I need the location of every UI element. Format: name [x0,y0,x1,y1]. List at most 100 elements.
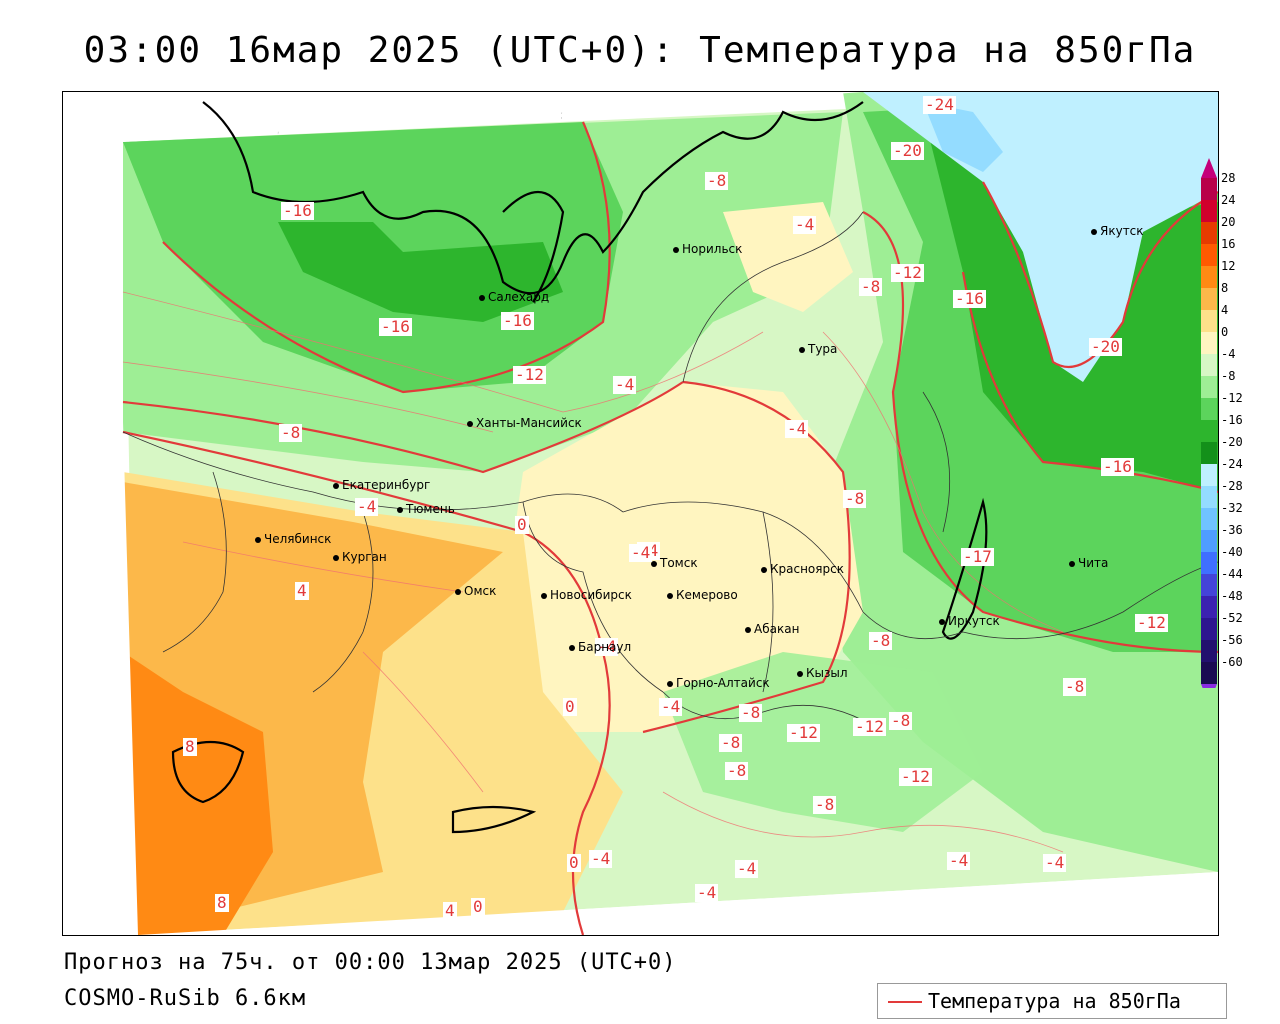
isotherm-label: -20 [891,141,924,160]
scale-tick-label: 8 [1221,281,1229,295]
scale-swatch [1201,442,1217,464]
isotherm-label: 0 [563,697,577,716]
city-name: Норильск [682,242,743,256]
isotherm-label: -16 [953,289,986,308]
city-marker: Кызыл [797,666,848,680]
city-name: Якутск [1100,224,1144,238]
scale-swatch [1201,486,1217,508]
city-marker: Ханты-Мансийск [467,416,582,430]
city-marker: Екатеринбург [333,478,430,492]
city-name: Горно-Алтайск [676,676,770,690]
isotherm-label: -8 [719,733,743,752]
city-marker: Горно-Алтайск [667,676,770,690]
city-marker: Салехард [479,290,549,304]
isotherm-label: 8 [183,737,197,756]
scale-swatch [1201,200,1217,222]
zone-green-16 [278,222,563,322]
scale-swatch [1201,662,1217,684]
isotherm-label: -24 [923,95,956,114]
scale-swatch [1201,178,1217,200]
city-dot [939,618,945,625]
zone-yellow-0 [503,382,863,732]
city-marker: Тюмень [397,502,455,516]
scale-tick-label: -12 [1221,391,1243,405]
city-dot [467,420,473,427]
temperature-map: -24 -20 -16 -8 -4 -12 -8 -16 -16 -16 -20… [62,91,1219,936]
scale-swatch [1201,266,1217,288]
color-scale-bar [1201,158,1217,704]
city-dot [667,592,673,599]
city-marker: Курган [333,550,387,564]
scale-swatch [1201,332,1217,354]
city-dot [397,506,403,513]
scale-tick-label: -52 [1221,611,1243,625]
city-marker: Кемерово [667,588,738,602]
city-name: Новосибирск [550,588,632,602]
isotherm-label: -4 [695,883,719,902]
isotherm-label: -4 [793,215,817,234]
city-marker: Чита [1069,556,1108,570]
scale-tick-label: -36 [1221,523,1243,537]
scale-tick-label: 0 [1221,325,1229,339]
scale-tick-label: -16 [1221,413,1243,427]
city-name: Кызыл [806,666,848,680]
city-name: Тура [808,342,838,356]
forecast-info: Прогноз на 75ч. от 00:00 13мар 2025 (UTC… [64,950,677,975]
isotherm-label: 4 [443,901,457,920]
isotherm-label: -8 [1063,677,1087,696]
isotherm-label: 8 [215,893,229,912]
city-name: Ханты-Мансийск [476,416,582,430]
scale-tick-label: 16 [1221,237,1236,251]
isotherm-label: -4 [1043,853,1067,872]
city-marker: Иркутск [939,614,1000,628]
isotherm-label: -4 [735,859,759,878]
scale-swatch [1201,596,1217,618]
isotherm-label: -17 [961,547,994,566]
city-dot [333,554,339,561]
scale-swatch [1201,376,1217,398]
scale-swatch [1201,618,1217,640]
isotherm-label: 0 [471,897,485,916]
color-scale: 28 24 20 16 12 8 4 0 -4 -8 -12 -16 -20 -24 -28 -32 -36 -4… [1199,158,1279,704]
city-dot [1091,228,1097,235]
scale-swatch [1201,530,1217,552]
zone-mountains-mottled [663,652,983,832]
isotherm-label: -4 [659,697,683,716]
city-name: Курган [342,550,387,564]
scale-tick-label: -20 [1221,435,1243,449]
outside-domain-nw [63,92,1218,142]
isotherm-label: 4 [295,581,309,600]
isotherm-label: -4 [629,543,653,562]
isotherm-label: -12 [899,767,932,786]
model-info: COSMO-RuSib 6.6км [64,986,307,1011]
city-name: Барнаул [578,640,632,654]
city-dot [255,536,261,543]
scale-tick-label: -48 [1221,589,1243,603]
isotherm-label: 0 [515,515,529,534]
admin-borders [122,211,1218,733]
isotherm-label: -8 [739,703,763,722]
scale-tick-label: 28 [1221,171,1236,185]
scale-swatch [1201,244,1217,266]
city-name: Томск [660,556,698,570]
isotherm-label: -12 [513,365,546,384]
city-marker: Якутск [1091,224,1144,238]
city-dot [1069,560,1075,567]
coastline [171,101,988,834]
scale-swatch [1201,574,1217,596]
isotherm-label: -16 [281,201,314,220]
isotherm-label: -12 [891,263,924,282]
city-dot [333,482,339,489]
isotherm-label: -16 [1101,457,1134,476]
city-name: Екатеринбург [342,478,431,492]
isotherm-label: -8 [705,171,729,190]
zone-orange-8b [123,652,273,935]
city-marker: Красноярск [761,562,844,576]
city-dot [761,566,767,573]
scale-tick-label: -60 [1221,655,1243,669]
scale-tick-label: -32 [1221,501,1243,515]
city-name: Кемерово [676,588,738,602]
isotherm-contours [122,121,1218,935]
scale-tick-label: -24 [1221,457,1243,471]
isotherm-label: 0 [567,853,581,872]
